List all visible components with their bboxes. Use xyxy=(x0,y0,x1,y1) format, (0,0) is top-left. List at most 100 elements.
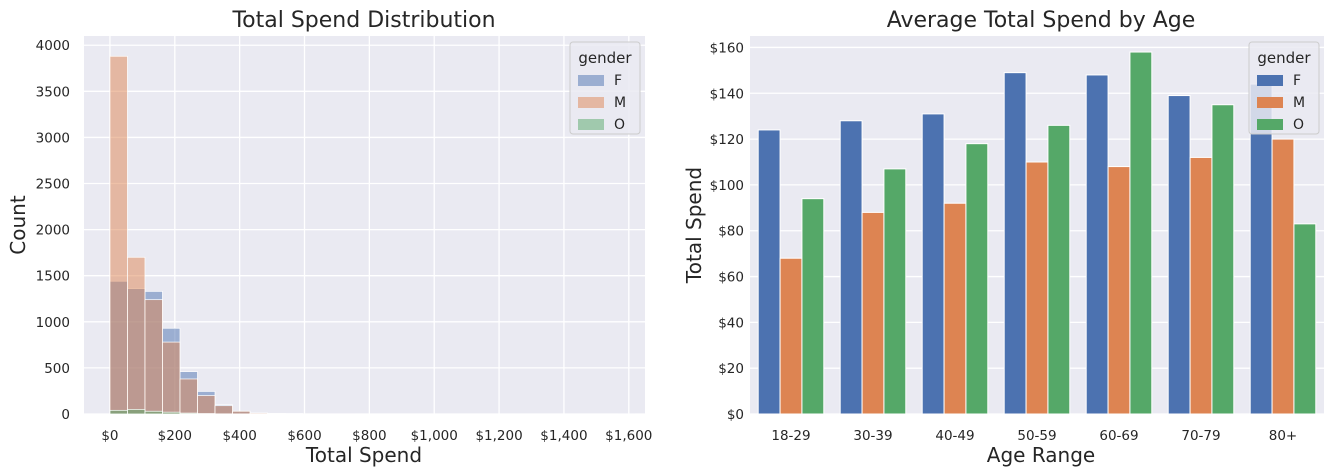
y-tick-label: 2000 xyxy=(36,223,70,239)
x-tick-label: 60-69 xyxy=(1099,428,1138,444)
x-tick-labels: 18-29 30-39 40-49 50-59 60-69 70-79 80+ xyxy=(771,428,1297,444)
y-tick-label: 3500 xyxy=(36,84,70,100)
histogram-bar-M xyxy=(127,256,146,415)
x-tick-label: 70-79 xyxy=(1181,428,1220,444)
legend-title: gender xyxy=(1257,49,1311,67)
histogram-bar-M xyxy=(197,395,216,415)
bar-M xyxy=(1107,166,1131,415)
legend-label-O: O xyxy=(1293,117,1304,133)
y-axis-label: Count xyxy=(6,195,30,255)
histogram-bar-O xyxy=(144,410,163,415)
x-tick-label: $1,400 xyxy=(540,428,587,444)
bar-O xyxy=(1047,124,1071,415)
y-tick-label: 500 xyxy=(44,361,70,377)
legend-label-M: M xyxy=(614,95,626,111)
legend: gender FMO xyxy=(569,41,641,135)
y-tick-label: $20 xyxy=(718,361,744,377)
legend-title: gender xyxy=(578,49,632,67)
x-tick-label: 30-39 xyxy=(853,428,892,444)
x-tick-label: 40-49 xyxy=(935,428,974,444)
bar-M xyxy=(861,211,885,415)
x-tick-label: $400 xyxy=(222,428,256,444)
y-tick-labels: $0 $20 $40 $60 $80 $100 $120 $140 $160 xyxy=(710,40,744,423)
x-tick-label: $600 xyxy=(287,428,321,444)
bar-F xyxy=(839,120,863,415)
bar-M xyxy=(943,202,967,415)
legend-swatch-F xyxy=(1257,75,1283,86)
y-tick-label: $40 xyxy=(718,315,744,331)
chart-title: Total Spend Distribution xyxy=(231,8,495,33)
y-tick-label: 1500 xyxy=(36,269,70,285)
y-tick-label: $140 xyxy=(710,86,744,102)
x-axis-label: Age Range xyxy=(987,443,1095,467)
bar-F xyxy=(1085,74,1109,415)
bar-F xyxy=(1003,72,1027,415)
histogram-bar-M xyxy=(179,378,198,415)
x-tick-label: 80+ xyxy=(1269,428,1298,444)
histogram-chart: Total Spend Distribution $0 $200 $400 $600 $… xyxy=(6,8,652,467)
histogram-bar-M xyxy=(267,413,286,415)
legend-box xyxy=(569,41,641,135)
x-tick-label: 18-29 xyxy=(771,428,810,444)
x-tick-label: $800 xyxy=(352,428,386,444)
legend-label-F: F xyxy=(614,73,622,89)
histogram-bar-M xyxy=(162,341,181,415)
y-tick-labels: 0 500 1000 1500 2000 2500 3000 3500 4000 xyxy=(36,38,70,423)
x-axis-label: Total Spend xyxy=(305,443,422,467)
legend-swatch-O xyxy=(578,119,604,130)
legend-label-O: O xyxy=(614,117,625,133)
x-tick-label: $1,000 xyxy=(411,428,458,444)
bar-O xyxy=(883,168,907,415)
y-tick-label: $160 xyxy=(710,40,744,56)
legend-swatch-M xyxy=(578,97,604,108)
bar-O xyxy=(1293,223,1317,415)
histogram-bar-O xyxy=(179,412,198,415)
x-tick-label: 50-59 xyxy=(1017,428,1056,444)
y-tick-label: $120 xyxy=(710,132,744,148)
x-tick-labels: $0 $200 $400 $600 $800 $1,000 $1,200 $1,400 $1,6… xyxy=(101,428,652,444)
bar-M xyxy=(779,257,803,415)
grouped-bars xyxy=(757,51,1317,415)
bar-O xyxy=(1129,51,1153,415)
y-tick-label: $80 xyxy=(718,224,744,240)
x-tick-label: $1,600 xyxy=(605,428,652,444)
bar-O xyxy=(1211,104,1235,415)
histogram-bars xyxy=(109,55,636,415)
x-tick-label: $0 xyxy=(101,428,118,444)
y-tick-label: 4000 xyxy=(36,38,70,54)
x-tick-label: $200 xyxy=(158,428,192,444)
histogram-bar-M xyxy=(214,405,233,415)
y-tick-label: 0 xyxy=(61,407,70,423)
legend: gender FMO xyxy=(1248,41,1320,135)
histogram-bar-M xyxy=(109,55,128,415)
histogram-bar-M xyxy=(249,412,268,415)
bar-M xyxy=(1271,138,1295,415)
legend-swatch-O xyxy=(1257,119,1283,130)
grouped-bar-chart: Average Total Spend by Age 18-29 30-39 40-… xyxy=(682,8,1324,467)
histogram-bar-O xyxy=(109,409,128,415)
y-tick-label: 2500 xyxy=(36,177,70,193)
chart-title: Average Total Spend by Age xyxy=(887,8,1196,33)
histogram-bar-M xyxy=(144,299,163,415)
legend-box xyxy=(1248,41,1320,135)
y-tick-label: $60 xyxy=(718,270,744,286)
x-tick-label: $1,200 xyxy=(475,428,522,444)
legend-label-F: F xyxy=(1293,73,1301,89)
histogram-bar-O xyxy=(162,411,181,415)
y-tick-label: 3000 xyxy=(36,130,70,146)
bar-M xyxy=(1025,161,1049,415)
y-axis-label: Total Spend xyxy=(682,167,706,284)
y-tick-label: $0 xyxy=(727,407,744,423)
bar-F xyxy=(1167,95,1191,415)
legend-swatch-F xyxy=(578,75,604,86)
bar-F xyxy=(757,129,781,415)
bar-M xyxy=(1189,156,1213,415)
legend-swatch-M xyxy=(1257,97,1283,108)
histogram-bar-O xyxy=(127,409,146,415)
legend-label-M: M xyxy=(1293,95,1305,111)
bar-F xyxy=(921,113,945,415)
bar-O xyxy=(801,198,825,415)
y-tick-label: 1000 xyxy=(36,315,70,331)
bar-O xyxy=(965,143,989,415)
